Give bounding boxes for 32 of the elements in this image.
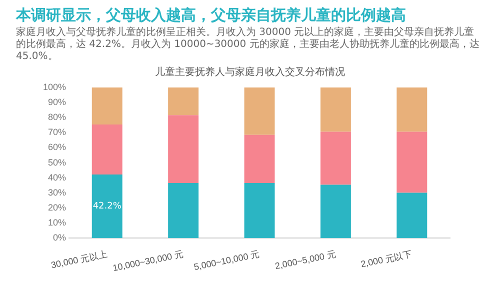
bar bbox=[92, 87, 122, 124]
bar bbox=[396, 87, 428, 132]
bar bbox=[244, 182, 275, 238]
y-tick-label: 30% bbox=[48, 187, 66, 198]
data-label: 42.2% bbox=[92, 202, 122, 212]
bar bbox=[320, 87, 351, 132]
y-tick-label: 70% bbox=[48, 127, 66, 138]
bar bbox=[92, 174, 122, 238]
bar bbox=[396, 192, 428, 238]
text: 儿童主要抚养人与家庭月收入交叉分布情况 bbox=[154, 66, 346, 79]
bar bbox=[168, 182, 199, 238]
y-tick-label: 90% bbox=[48, 96, 66, 107]
bar bbox=[320, 132, 351, 185]
bar bbox=[320, 184, 351, 238]
bar bbox=[92, 124, 122, 175]
y-tick-label: 20% bbox=[48, 202, 66, 212]
bar bbox=[244, 87, 275, 135]
chart-title: 本调研显示，父母收入越高，父母亲自抚养儿童的比例越高 bbox=[14, 5, 407, 26]
x-tick-label: 2,000 元以下 bbox=[360, 249, 413, 270]
y-tick-label: 100% bbox=[42, 82, 66, 92]
y-tick-label: 80% bbox=[48, 112, 66, 122]
bar bbox=[168, 87, 199, 116]
bar bbox=[168, 115, 199, 183]
chart-subtitle: 家庭月收入与父母抚养儿童的比例呈正相关。月收入为 30000 元以上的家庭，主要由父母亲自抚养儿童的比例最高，达 42.2%。月收入为 10000~30000 元的家庭，主要由老人协助抚养儿童的比例最高，达 45.0%。 bbox=[15, 27, 480, 63]
y-tick-label: 60% bbox=[48, 142, 66, 152]
x-tick-label: 30,000 元以上 bbox=[50, 249, 108, 270]
bar bbox=[244, 134, 275, 183]
y-tick-label: 40% bbox=[48, 172, 66, 182]
y-tick-label: 50% bbox=[48, 157, 66, 168]
bar bbox=[396, 132, 428, 193]
y-tick-label: 10% bbox=[48, 218, 66, 228]
y-tick-label: 0% bbox=[53, 232, 66, 243]
